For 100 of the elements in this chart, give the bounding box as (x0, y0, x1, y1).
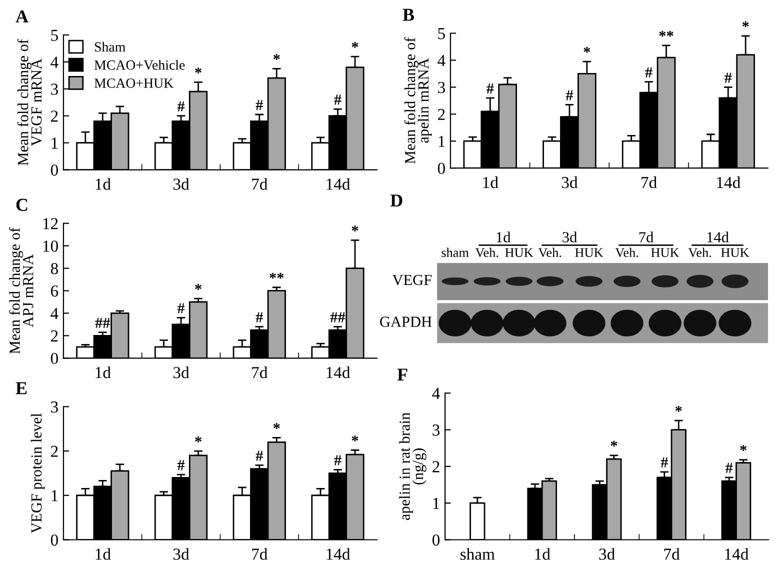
data-label: # (256, 450, 264, 461)
data-label: * (195, 436, 202, 442)
y-tick-label: 3 (51, 84, 58, 95)
y-tick-label: 0 (438, 162, 445, 174)
text: Veh. (688, 248, 712, 258)
y-tick-label: 3 (438, 82, 445, 94)
y-tick-label: 2 (51, 110, 58, 122)
text: 7d (639, 232, 654, 242)
y-tick-label: 2 (51, 446, 58, 457)
x-tick-label: 3d (173, 366, 190, 378)
text: 14d (707, 232, 729, 242)
x-tick-label: 14d (326, 178, 350, 190)
data-label: * (584, 47, 590, 53)
data-label: # (334, 455, 342, 466)
data-label: # (486, 84, 494, 94)
data-label: # (725, 462, 733, 473)
y-tick-label: 2 (432, 461, 440, 472)
y-tick-label: 0 (50, 164, 58, 176)
y-axis-title: apelin in rat brain (ng/g) (399, 412, 426, 520)
y-axis-title: Mean fold change of APJ mRNA (9, 227, 34, 354)
y-tick-label: 2 (438, 108, 445, 120)
y-tick-label: 0 (50, 534, 58, 546)
data-label: * (352, 436, 358, 442)
text: VEGF (392, 274, 432, 286)
y-tick-label: 1 (433, 498, 440, 509)
y-tick-label: 2 (51, 330, 58, 342)
data-label: * (195, 284, 202, 290)
y-tick-label: 1 (438, 136, 445, 147)
x-tick-label: 7d (252, 178, 268, 190)
data-label: # (645, 67, 652, 78)
x-tick-label: 7d (664, 548, 680, 560)
y-tick-label: 10 (43, 240, 58, 252)
x-tick-label: 7d (252, 548, 268, 560)
text: 1d (496, 232, 511, 242)
text: Veh. (475, 248, 498, 258)
x-tick-label: 3d (173, 548, 190, 560)
text: Veh. (615, 248, 638, 258)
x-tick-label: 14d (326, 548, 350, 560)
x-tick-label: 14d (725, 548, 749, 560)
data-label: * (742, 21, 749, 28)
chart-title: A (16, 10, 28, 22)
data-label: * (352, 226, 358, 232)
y-tick-label: 4 (432, 388, 440, 399)
data-label: # (334, 94, 342, 105)
legend-label: Sham (94, 42, 126, 52)
data-label: ** (270, 272, 284, 279)
y-tick-label: 8 (50, 262, 58, 274)
data-label: ** (659, 30, 674, 37)
y-tick-label: 1 (52, 138, 58, 149)
chart-title: E (16, 382, 27, 394)
x-tick-label: 1d (96, 366, 111, 378)
text: Veh. (538, 248, 562, 258)
text: HUK (651, 248, 680, 258)
data-label: ## (330, 312, 346, 322)
y-tick-label: 5 (51, 30, 58, 41)
x-tick-label: 1d (96, 548, 111, 560)
y-axis-title: Mean fold change of apelin mRNA (404, 37, 432, 164)
data-label: # (256, 100, 264, 110)
y-tick-label: 1 (52, 490, 58, 502)
chart-title: B (402, 8, 414, 21)
x-tick-label: 7d (642, 176, 657, 188)
data-label: * (675, 406, 682, 412)
data-label: * (273, 54, 280, 60)
data-label: * (610, 440, 618, 447)
y-tick-label: 5 (438, 28, 445, 40)
y-tick-label: 4 (50, 56, 58, 68)
data-label: # (660, 457, 668, 468)
x-tick-label: 3d (599, 548, 615, 560)
text: HUK (575, 248, 604, 258)
x-tick-label: 1d (483, 176, 498, 188)
text: GAPDH (380, 316, 432, 327)
data-label: * (273, 423, 280, 429)
data-label: # (177, 101, 185, 112)
y-axis-title: Mean fold change of VEGF mRNA (17, 38, 42, 166)
y-tick-label: 3 (432, 424, 440, 436)
y-tick-label: 12 (43, 218, 58, 230)
x-tick-label: 3d (173, 178, 190, 190)
data-label: * (740, 445, 747, 451)
y-tick-label: 4 (50, 308, 58, 319)
text: D (390, 194, 402, 206)
data-label: # (566, 90, 574, 100)
text: HUK (505, 248, 534, 258)
x-tick-label: 1d (535, 548, 550, 560)
x-tick-label: 1d (96, 178, 111, 190)
text: 3d (562, 232, 578, 242)
text: sham (442, 248, 469, 258)
data-label: * (352, 42, 358, 48)
data-label: # (177, 303, 185, 314)
legend-label: MCAO+Vehicle (94, 60, 185, 70)
y-tick-label: 4 (438, 55, 446, 66)
y-tick-label: 3 (51, 401, 58, 413)
x-tick-label: 14d (326, 366, 350, 378)
chart-title: F (397, 368, 408, 381)
data-label: # (177, 460, 185, 470)
data-label: * (195, 68, 202, 74)
x-tick-label: sham (460, 548, 495, 560)
data-label: ## (95, 318, 110, 328)
chart-title: C (16, 198, 28, 211)
y-axis-title: VEGF protein level (30, 413, 45, 534)
data-label: # (724, 72, 732, 83)
